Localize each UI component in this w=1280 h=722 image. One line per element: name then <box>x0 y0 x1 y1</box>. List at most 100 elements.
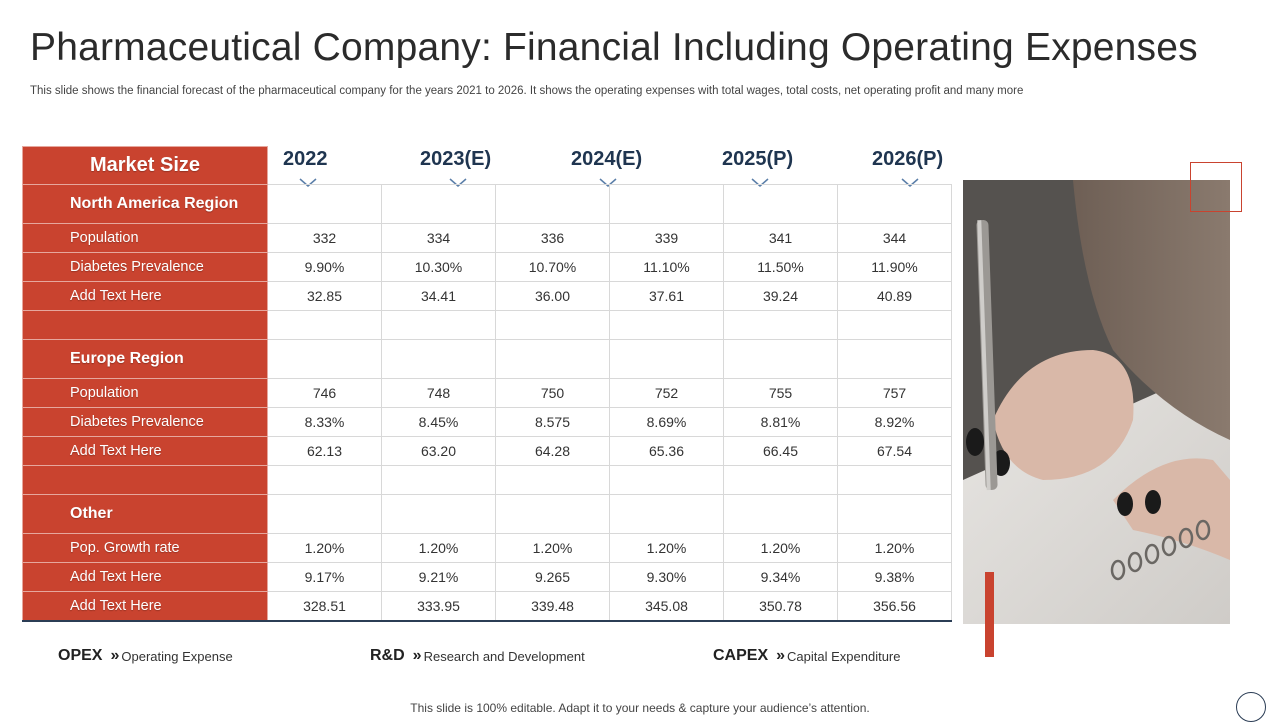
table-cell: 757 <box>837 378 952 408</box>
table-row: Pop. Growth rate 1.20% 1.20% 1.20% 1.20% 1.20… <box>22 533 952 563</box>
table-cell: 746 <box>267 378 382 408</box>
table-cell: 11.90% <box>837 252 952 282</box>
table-cell: 10.70% <box>495 252 610 282</box>
table-cell <box>267 494 382 534</box>
table-cell <box>837 465 952 495</box>
table-cell: 8.45% <box>381 407 496 437</box>
table-cell <box>495 184 610 224</box>
section-label: Other <box>22 494 268 534</box>
table-cell <box>381 465 496 495</box>
table-cell: 333.95 <box>381 591 496 622</box>
row-label: Population <box>22 223 268 253</box>
table-cell: 9.30% <box>609 562 724 592</box>
market-size-table: Market Size North America Region Populati… <box>22 146 952 622</box>
table-cell: 11.10% <box>609 252 724 282</box>
table-cell <box>609 494 724 534</box>
table-row: Population 746 748 750 752 755 757 <box>22 378 952 408</box>
table-row: Population 332 334 336 339 341 344 <box>22 223 952 253</box>
double-chevron-right-icon: » <box>412 647 422 664</box>
table-cell <box>267 184 382 224</box>
table-cell: 62.13 <box>267 436 382 466</box>
table-cell: 328.51 <box>267 591 382 622</box>
table-cell: 34.41 <box>381 281 496 311</box>
table-cell: 9.38% <box>837 562 952 592</box>
table-cell: 8.69% <box>609 407 724 437</box>
table-cell: 9.34% <box>723 562 838 592</box>
page-title: Pharmaceutical Company: Financial Includ… <box>30 26 1198 69</box>
table-cell <box>609 465 724 495</box>
table-cell <box>609 184 724 224</box>
decorative-frame <box>1190 162 1242 212</box>
table-cell: 1.20% <box>723 533 838 563</box>
table-row: Other <box>22 494 952 534</box>
legend-rnd: R&D » Research and Development <box>370 645 585 667</box>
table-cell <box>609 339 724 379</box>
table-cell: 748 <box>381 378 496 408</box>
table-cell <box>381 494 496 534</box>
table-row: Europe Region <box>22 339 952 379</box>
row-label: Diabetes Prevalence <box>22 252 268 282</box>
legend-abbr: CAPEX <box>713 647 769 664</box>
decorative-accent-bar <box>985 572 994 657</box>
table-row <box>22 465 952 495</box>
table-row: Diabetes Prevalence 9.90% 10.30% 10.70% 11.1… <box>22 252 952 282</box>
row-label: Add Text Here <box>22 281 268 311</box>
table-row: Diabetes Prevalence 8.33% 8.45% 8.575 8.69% 8… <box>22 407 952 437</box>
table-cell: 336 <box>495 223 610 253</box>
table-cell: 32.85 <box>267 281 382 311</box>
row-label: Diabetes Prevalence <box>22 407 268 437</box>
table-cell: 350.78 <box>723 591 838 622</box>
table-cell: 345.08 <box>609 591 724 622</box>
section-label: Europe Region <box>22 339 268 379</box>
table-row: Add Text Here 32.85 34.41 36.00 37.61 39.24 40… <box>22 281 952 311</box>
hand-writing-photo <box>963 180 1230 624</box>
row-label: Population <box>22 378 268 408</box>
legend-desc: Operating Expense <box>121 648 233 664</box>
table-row: North America Region <box>22 184 952 224</box>
table-cell: 9.265 <box>495 562 610 592</box>
section-label: North America Region <box>22 184 268 224</box>
table-cell: 9.90% <box>267 252 382 282</box>
table-cell <box>723 465 838 495</box>
row-label <box>22 465 268 495</box>
table-cell <box>267 339 382 379</box>
table-cell <box>495 494 610 534</box>
table-cell: 10.30% <box>381 252 496 282</box>
table-cell <box>837 310 952 340</box>
table-cell: 339 <box>609 223 724 253</box>
table-cell: 36.00 <box>495 281 610 311</box>
table-cell: 752 <box>609 378 724 408</box>
table-cell <box>723 494 838 534</box>
table-row <box>22 310 952 340</box>
table-cell: 1.20% <box>837 533 952 563</box>
footer-note: This slide is 100% editable. Adapt it to… <box>410 701 870 715</box>
table-cell <box>723 310 838 340</box>
table-cell: 63.20 <box>381 436 496 466</box>
table-cell <box>837 494 952 534</box>
table-cell: 344 <box>837 223 952 253</box>
table-cell: 356.56 <box>837 591 952 622</box>
double-chevron-right-icon: » <box>776 647 786 664</box>
table-cell <box>267 310 382 340</box>
row-label: Add Text Here <box>22 436 268 466</box>
table-cell: 67.54 <box>837 436 952 466</box>
table-cell: 339.48 <box>495 591 610 622</box>
table-cell: 9.21% <box>381 562 496 592</box>
table-row: Add Text Here 9.17% 9.21% 9.265 9.30% 9.34% 9.… <box>22 562 952 592</box>
table-cell: 1.20% <box>381 533 496 563</box>
table-cell <box>495 310 610 340</box>
table-cell: 40.89 <box>837 281 952 311</box>
table-cell: 66.45 <box>723 436 838 466</box>
table-cell <box>609 310 724 340</box>
table-row: Add Text Here 328.51 333.95 339.48 345.08 350… <box>22 591 952 622</box>
table-cell <box>267 465 382 495</box>
double-chevron-right-icon: » <box>110 647 120 664</box>
row-label: Pop. Growth rate <box>22 533 268 563</box>
legend-abbr: OPEX <box>58 647 103 664</box>
table-cell: 332 <box>267 223 382 253</box>
table-cell: 8.92% <box>837 407 952 437</box>
table-cell: 64.28 <box>495 436 610 466</box>
table-cell <box>723 339 838 379</box>
table-cell: 8.81% <box>723 407 838 437</box>
table-cell: 11.50% <box>723 252 838 282</box>
